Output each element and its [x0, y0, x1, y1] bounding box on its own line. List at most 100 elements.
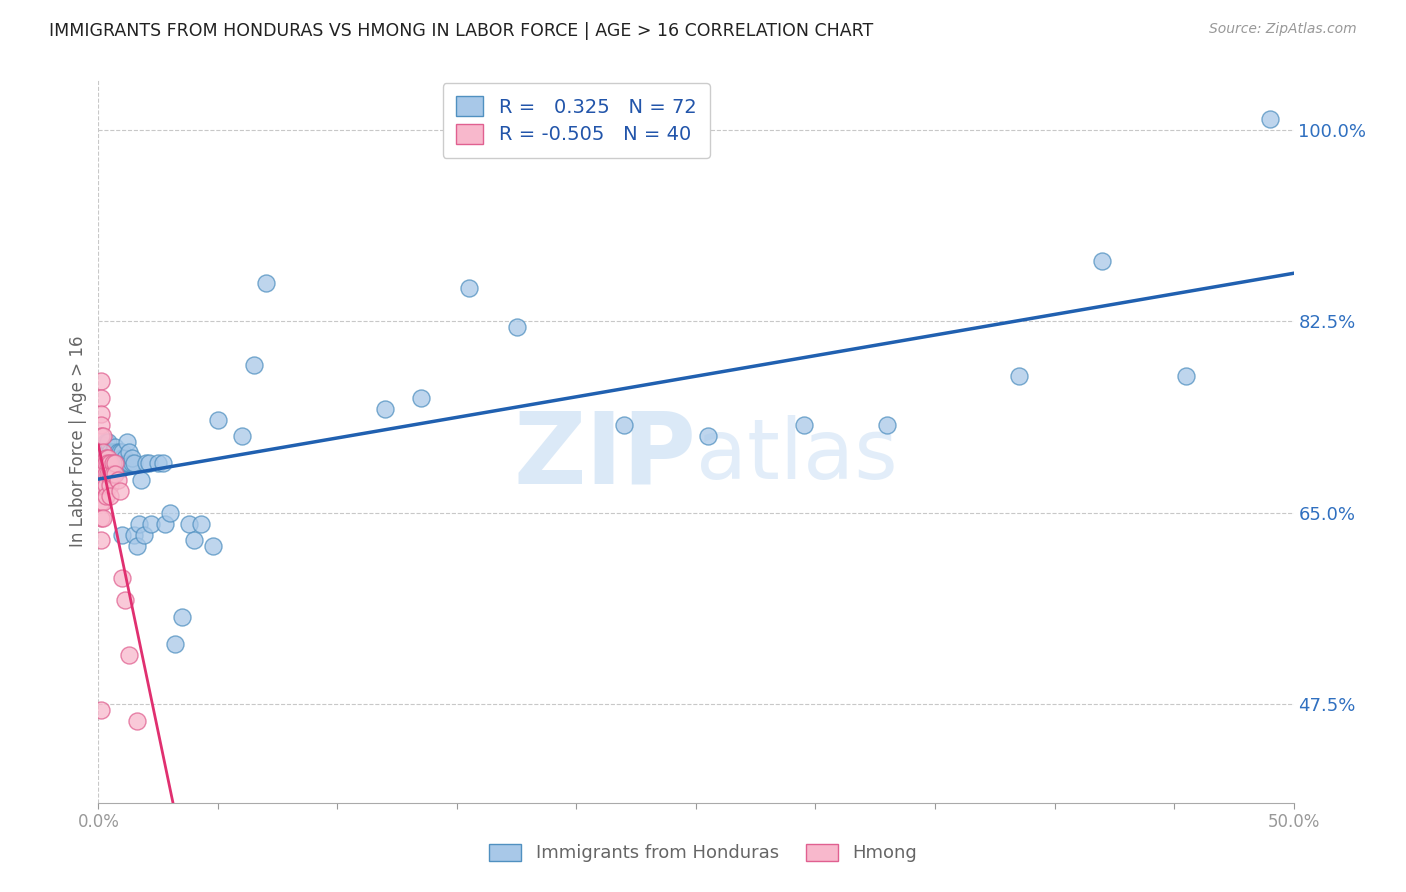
Point — [613, 418, 636, 433]
Point — [94, 457, 117, 471]
Point — [111, 445, 134, 459]
Point — [135, 457, 157, 471]
Point — [91, 494, 114, 508]
Point — [793, 418, 815, 433]
Point — [91, 429, 114, 443]
Point — [155, 516, 177, 531]
Point — [98, 478, 122, 492]
Point — [98, 450, 122, 465]
Point — [118, 648, 141, 662]
Point — [115, 457, 138, 471]
Point — [138, 457, 160, 471]
Point — [104, 440, 127, 454]
Point — [91, 511, 114, 525]
Point — [90, 429, 112, 443]
Text: ZIP: ZIP — [513, 408, 696, 505]
Point — [190, 516, 212, 531]
Point — [101, 467, 124, 482]
Point — [90, 418, 112, 433]
Point — [101, 457, 124, 471]
Point — [128, 516, 150, 531]
Point — [101, 457, 124, 471]
Point — [125, 714, 148, 728]
Point — [179, 516, 201, 531]
Point — [111, 527, 134, 541]
Point — [118, 457, 141, 471]
Point — [90, 511, 112, 525]
Point — [115, 434, 138, 449]
Point — [104, 445, 127, 459]
Point — [374, 401, 396, 416]
Point — [148, 457, 170, 471]
Text: IMMIGRANTS FROM HONDURAS VS HMONG IN LABOR FORCE | AGE > 16 CORRELATION CHART: IMMIGRANTS FROM HONDURAS VS HMONG IN LAB… — [49, 22, 873, 40]
Point — [94, 434, 117, 449]
Point — [124, 527, 146, 541]
Point — [91, 457, 114, 471]
Point — [91, 457, 114, 471]
Point — [697, 429, 720, 443]
Point — [104, 467, 127, 482]
Point — [90, 703, 112, 717]
Y-axis label: In Labor Force | Age > 16: In Labor Force | Age > 16 — [69, 335, 87, 548]
Point — [97, 450, 120, 465]
Legend: Immigrants from Honduras, Hmong: Immigrants from Honduras, Hmong — [481, 837, 925, 870]
Point — [243, 358, 266, 372]
Point — [98, 457, 122, 471]
Point — [94, 445, 117, 459]
Point — [107, 450, 129, 465]
Point — [114, 450, 136, 465]
Point — [118, 445, 141, 459]
Point — [101, 450, 124, 465]
Point — [98, 467, 122, 482]
Text: Source: ZipAtlas.com: Source: ZipAtlas.com — [1209, 22, 1357, 37]
Point — [1008, 368, 1031, 383]
Point — [125, 539, 148, 553]
Point — [91, 478, 114, 492]
Point — [108, 450, 131, 465]
Point — [1091, 253, 1114, 268]
Point — [111, 571, 134, 585]
Point — [111, 450, 134, 465]
Point — [90, 478, 112, 492]
Point — [97, 457, 120, 471]
Point — [97, 445, 120, 459]
Point — [90, 533, 112, 547]
Point — [139, 516, 162, 531]
Point — [104, 457, 127, 471]
Point — [876, 418, 898, 433]
Point — [98, 457, 122, 471]
Point — [152, 457, 174, 471]
Point — [114, 593, 136, 607]
Point — [231, 429, 253, 443]
Point — [91, 467, 114, 482]
Point — [159, 506, 181, 520]
Point — [98, 445, 122, 459]
Point — [131, 473, 153, 487]
Point — [90, 494, 112, 508]
Point — [506, 319, 529, 334]
Point — [107, 445, 129, 459]
Point — [94, 467, 117, 482]
Point — [90, 375, 112, 389]
Point — [108, 445, 131, 459]
Point — [97, 467, 120, 482]
Point — [94, 457, 117, 471]
Point — [98, 489, 122, 503]
Point — [90, 391, 112, 405]
Point — [91, 445, 114, 459]
Point — [1258, 112, 1281, 126]
Point — [97, 457, 120, 471]
Point — [172, 609, 194, 624]
Point — [163, 637, 186, 651]
Point — [254, 276, 277, 290]
Point — [202, 539, 225, 553]
Point — [121, 450, 143, 465]
Point — [97, 434, 120, 449]
Point — [94, 489, 117, 503]
Point — [90, 475, 112, 489]
Point — [107, 473, 129, 487]
Point — [91, 438, 114, 452]
Point — [114, 457, 136, 471]
Point — [132, 527, 155, 541]
Point — [104, 450, 127, 465]
